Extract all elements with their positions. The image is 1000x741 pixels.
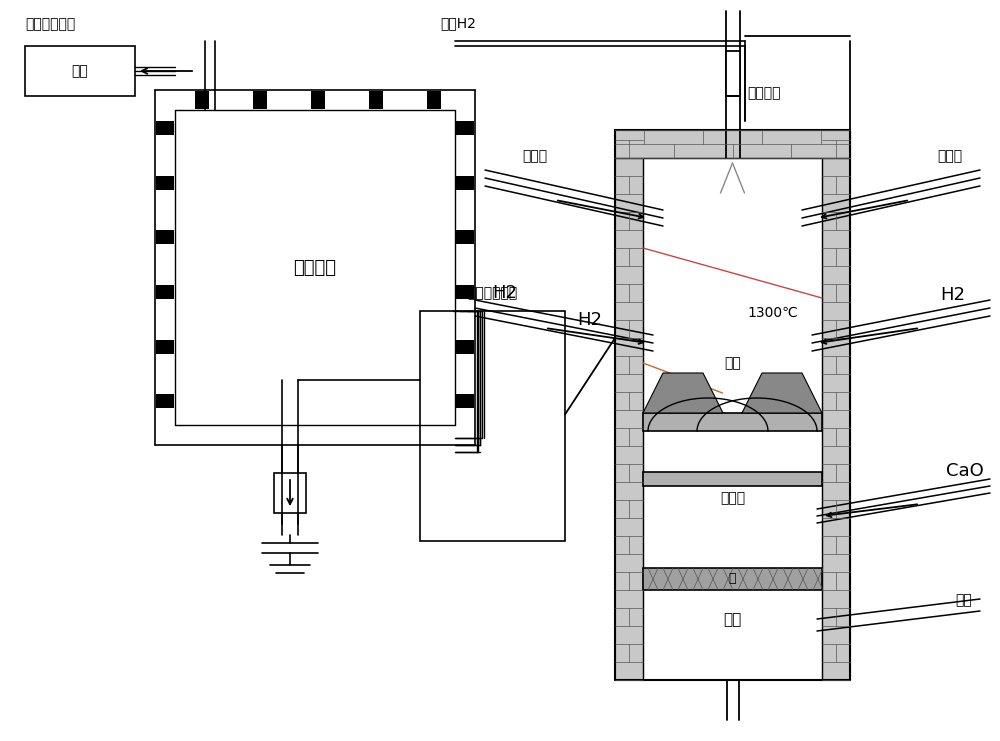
Bar	[195, 91, 209, 109]
Bar	[274, 473, 306, 513]
Bar	[156, 339, 174, 353]
Bar	[427, 91, 441, 109]
Bar	[25, 46, 135, 96]
Bar	[615, 130, 643, 680]
Bar	[156, 230, 174, 245]
Bar	[456, 230, 474, 245]
Bar	[156, 394, 174, 408]
Bar	[615, 130, 850, 158]
Text: 回收H2: 回收H2	[440, 16, 476, 30]
Text: 铁口: 铁口	[955, 593, 972, 607]
Polygon shape	[643, 373, 723, 413]
Text: H2: H2	[492, 284, 518, 302]
Text: CaO: CaO	[946, 462, 984, 480]
Bar	[726, 51, 740, 96]
Text: 除水: 除水	[72, 64, 88, 78]
Bar	[456, 394, 474, 408]
Text: 铁矿粉罐: 铁矿粉罐	[294, 259, 336, 276]
Text: 铁矿粉: 铁矿粉	[937, 149, 963, 163]
Text: 铁水: 铁水	[723, 613, 742, 628]
Text: 1300℃: 1300℃	[748, 306, 798, 320]
Text: 尾气处理系统: 尾气处理系统	[25, 17, 75, 31]
Bar	[643, 413, 822, 431]
Bar	[456, 285, 474, 299]
Bar	[156, 176, 174, 190]
Bar	[156, 122, 174, 135]
Bar	[456, 122, 474, 135]
Text: 渣: 渣	[729, 573, 736, 585]
Bar	[643, 472, 822, 486]
Text: 铁矿粉: 铁矿粉	[522, 149, 548, 163]
Polygon shape	[742, 373, 822, 413]
Text: 耐高温除尘器: 耐高温除尘器	[467, 286, 518, 300]
Bar	[253, 91, 267, 109]
Bar	[643, 568, 822, 590]
Text: 隔板: 隔板	[724, 356, 741, 370]
Bar	[311, 91, 325, 109]
Text: 电弧加热: 电弧加热	[748, 86, 781, 100]
Text: 滤尘板: 滤尘板	[720, 491, 745, 505]
Text: H2: H2	[940, 286, 965, 304]
Bar	[369, 91, 383, 109]
Bar	[456, 176, 474, 190]
Bar	[822, 130, 850, 680]
Bar	[156, 285, 174, 299]
Text: H2: H2	[578, 311, 602, 329]
Bar	[420, 311, 565, 541]
Bar	[456, 339, 474, 353]
